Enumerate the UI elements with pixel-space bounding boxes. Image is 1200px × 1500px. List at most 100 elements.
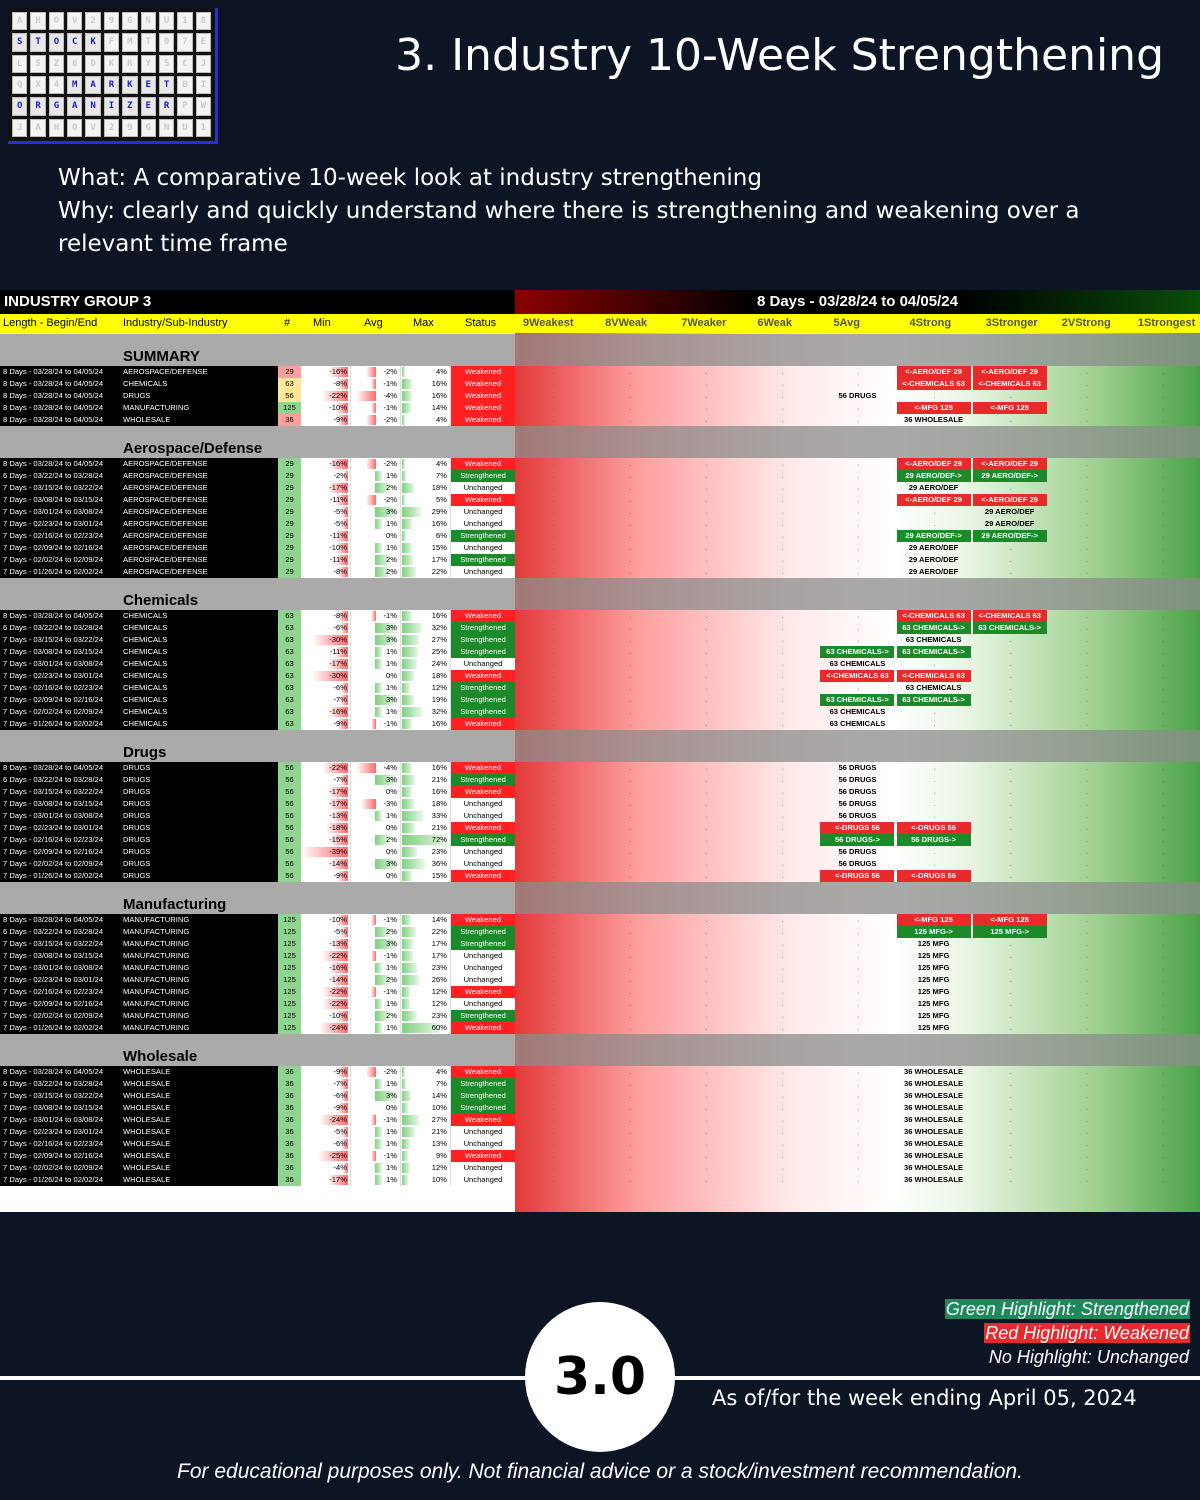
row-min: -14%: [301, 858, 351, 870]
empty-cell: .: [781, 1115, 784, 1124]
status-badge: Strengthened: [451, 634, 515, 646]
row-avg: 1%: [351, 646, 401, 658]
empty-cell: .: [1009, 811, 1012, 820]
row-min: -15%: [301, 834, 351, 846]
empty-cell: .: [553, 659, 556, 668]
logo-cell: X: [30, 76, 46, 95]
row-count: 56: [278, 858, 301, 870]
strength-tag: 63 CHEMICALS->: [896, 694, 971, 706]
empty-cell: .: [553, 1127, 556, 1136]
value-bar: [402, 1115, 420, 1125]
empty-cell: .: [629, 1023, 632, 1032]
empty-cell: .: [1161, 1139, 1165, 1148]
strength-col-header: 6Weak: [757, 317, 792, 329]
strength-tag: 63 CHEMICALS->: [820, 694, 895, 706]
empty-cell: .: [705, 415, 708, 424]
empty-cell: .: [1085, 555, 1088, 564]
row-avg: 1%: [351, 998, 401, 1010]
row-min: -6%: [301, 1090, 351, 1102]
value-text: 16%: [431, 391, 447, 400]
section-band: [515, 334, 1200, 366]
value-bar: [342, 1127, 348, 1137]
empty-cell: .: [933, 847, 936, 856]
row-max: 15%: [401, 870, 451, 882]
row-min: -5%: [301, 506, 351, 518]
empty-cell: .: [781, 611, 784, 620]
value-bar: [319, 1023, 348, 1033]
table-row: 8 Days - 03/28/24 to 04/05/24 MANUFACTURI…: [0, 914, 1200, 926]
logo-cell: C: [177, 54, 193, 73]
value-bar: [371, 403, 376, 413]
row-min: -7%: [301, 1078, 351, 1090]
logo-cell: G: [140, 118, 156, 137]
logo-cell: D: [85, 54, 101, 73]
strength-tag: <-AERO/DEF 29: [896, 458, 971, 470]
empty-cell: .: [781, 787, 784, 796]
value-text: -4%: [383, 763, 397, 772]
value-text: -14%: [329, 975, 347, 984]
logo-cell: 3: [12, 118, 28, 137]
value-bar: [328, 963, 348, 973]
row-length: 7 Days - 03/08/24 to 03/15/24: [3, 495, 104, 504]
row-min: -17%: [301, 786, 351, 798]
empty-cell: .: [1161, 391, 1165, 400]
as-of-date: As of/for the week ending April 05, 2024: [712, 1386, 1137, 1410]
status-badge: Weakened: [451, 670, 515, 682]
row-length: 7 Days - 02/16/24 to 02/23/24: [3, 531, 104, 540]
status-badge: Strengthened: [451, 1090, 515, 1102]
empty-cell: .: [705, 519, 708, 528]
strength-tag: 29 AERO/DEF: [908, 555, 959, 564]
table-row: 8 Days - 03/28/24 to 04/05/24 CHEMICALS 63…: [0, 378, 1200, 390]
table-row: 7 Days - 03/08/24 to 03/15/24 DRUGS 56 -17%…: [0, 798, 1200, 810]
row-industry: DRUGS: [123, 835, 151, 844]
empty-cell: .: [629, 1115, 632, 1124]
empty-cell: .: [1161, 951, 1165, 960]
row-length: 8 Days - 03/28/24 to 04/05/24: [3, 459, 104, 468]
value-bar: [402, 519, 413, 529]
empty-cell: .: [857, 555, 860, 564]
row-min: -30%: [301, 670, 351, 682]
empty-cell: .: [781, 1127, 784, 1136]
row-avg: 0%: [351, 530, 401, 542]
row-min: -6%: [301, 682, 351, 694]
value-bar: [334, 647, 348, 657]
empty-cell: .: [857, 379, 860, 388]
table-row: 7 Days - 02/02/24 to 02/09/24 MANUFACTURI…: [0, 1010, 1200, 1022]
row-min: -22%: [301, 950, 351, 962]
row-label: 7 Days - 02/09/24 to 02/16/24 MANUFACTURI…: [0, 998, 278, 1010]
value-text: 0%: [386, 671, 397, 680]
row-max: 12%: [401, 998, 451, 1010]
empty-cell: .: [553, 823, 556, 832]
strength-tag: 36 WHOLESALE: [904, 1151, 964, 1160]
legend: Green Highlight: Strengthened Red Highli…: [944, 1297, 1190, 1369]
row-count: 63: [278, 622, 301, 634]
value-text: 24%: [431, 659, 447, 668]
strength-tag: 29 AERO/DEF->: [972, 530, 1047, 542]
row-length: 6 Days - 03/22/24 to 03/28/24: [3, 927, 104, 936]
empty-cell: .: [781, 763, 784, 772]
empty-cell: .: [933, 719, 936, 728]
empty-cell: .: [1085, 1023, 1088, 1032]
section-header: Chemicals: [0, 578, 1200, 610]
row-label: 8 Days - 03/28/24 to 04/05/24 MANUFACTURI…: [0, 402, 278, 414]
row-avg: 0%: [351, 670, 401, 682]
empty-cell: .: [1161, 1023, 1165, 1032]
logo-cell: E: [140, 97, 156, 116]
logo-cell: 4: [48, 76, 65, 95]
row-label: 8 Days - 03/28/24 to 04/05/24 AEROSPACE/D…: [0, 366, 278, 378]
empty-cell: .: [857, 611, 860, 620]
value-text: -13%: [329, 811, 347, 820]
value-text: 2%: [386, 483, 397, 492]
strength-tag: 56 DRUGS->: [896, 834, 971, 846]
empty-cell: .: [629, 915, 632, 924]
value-bar: [402, 683, 410, 693]
empty-cell: .: [1085, 367, 1088, 376]
empty-cell: .: [857, 915, 860, 924]
empty-cell: .: [705, 543, 708, 552]
strength-tag: 36 WHOLESALE: [904, 1175, 964, 1184]
value-bar: [402, 1067, 405, 1077]
status-badge: Weakened: [451, 494, 515, 506]
empty-cell: .: [1085, 987, 1088, 996]
empty-cell: .: [857, 483, 860, 492]
value-bar: [375, 1163, 382, 1173]
